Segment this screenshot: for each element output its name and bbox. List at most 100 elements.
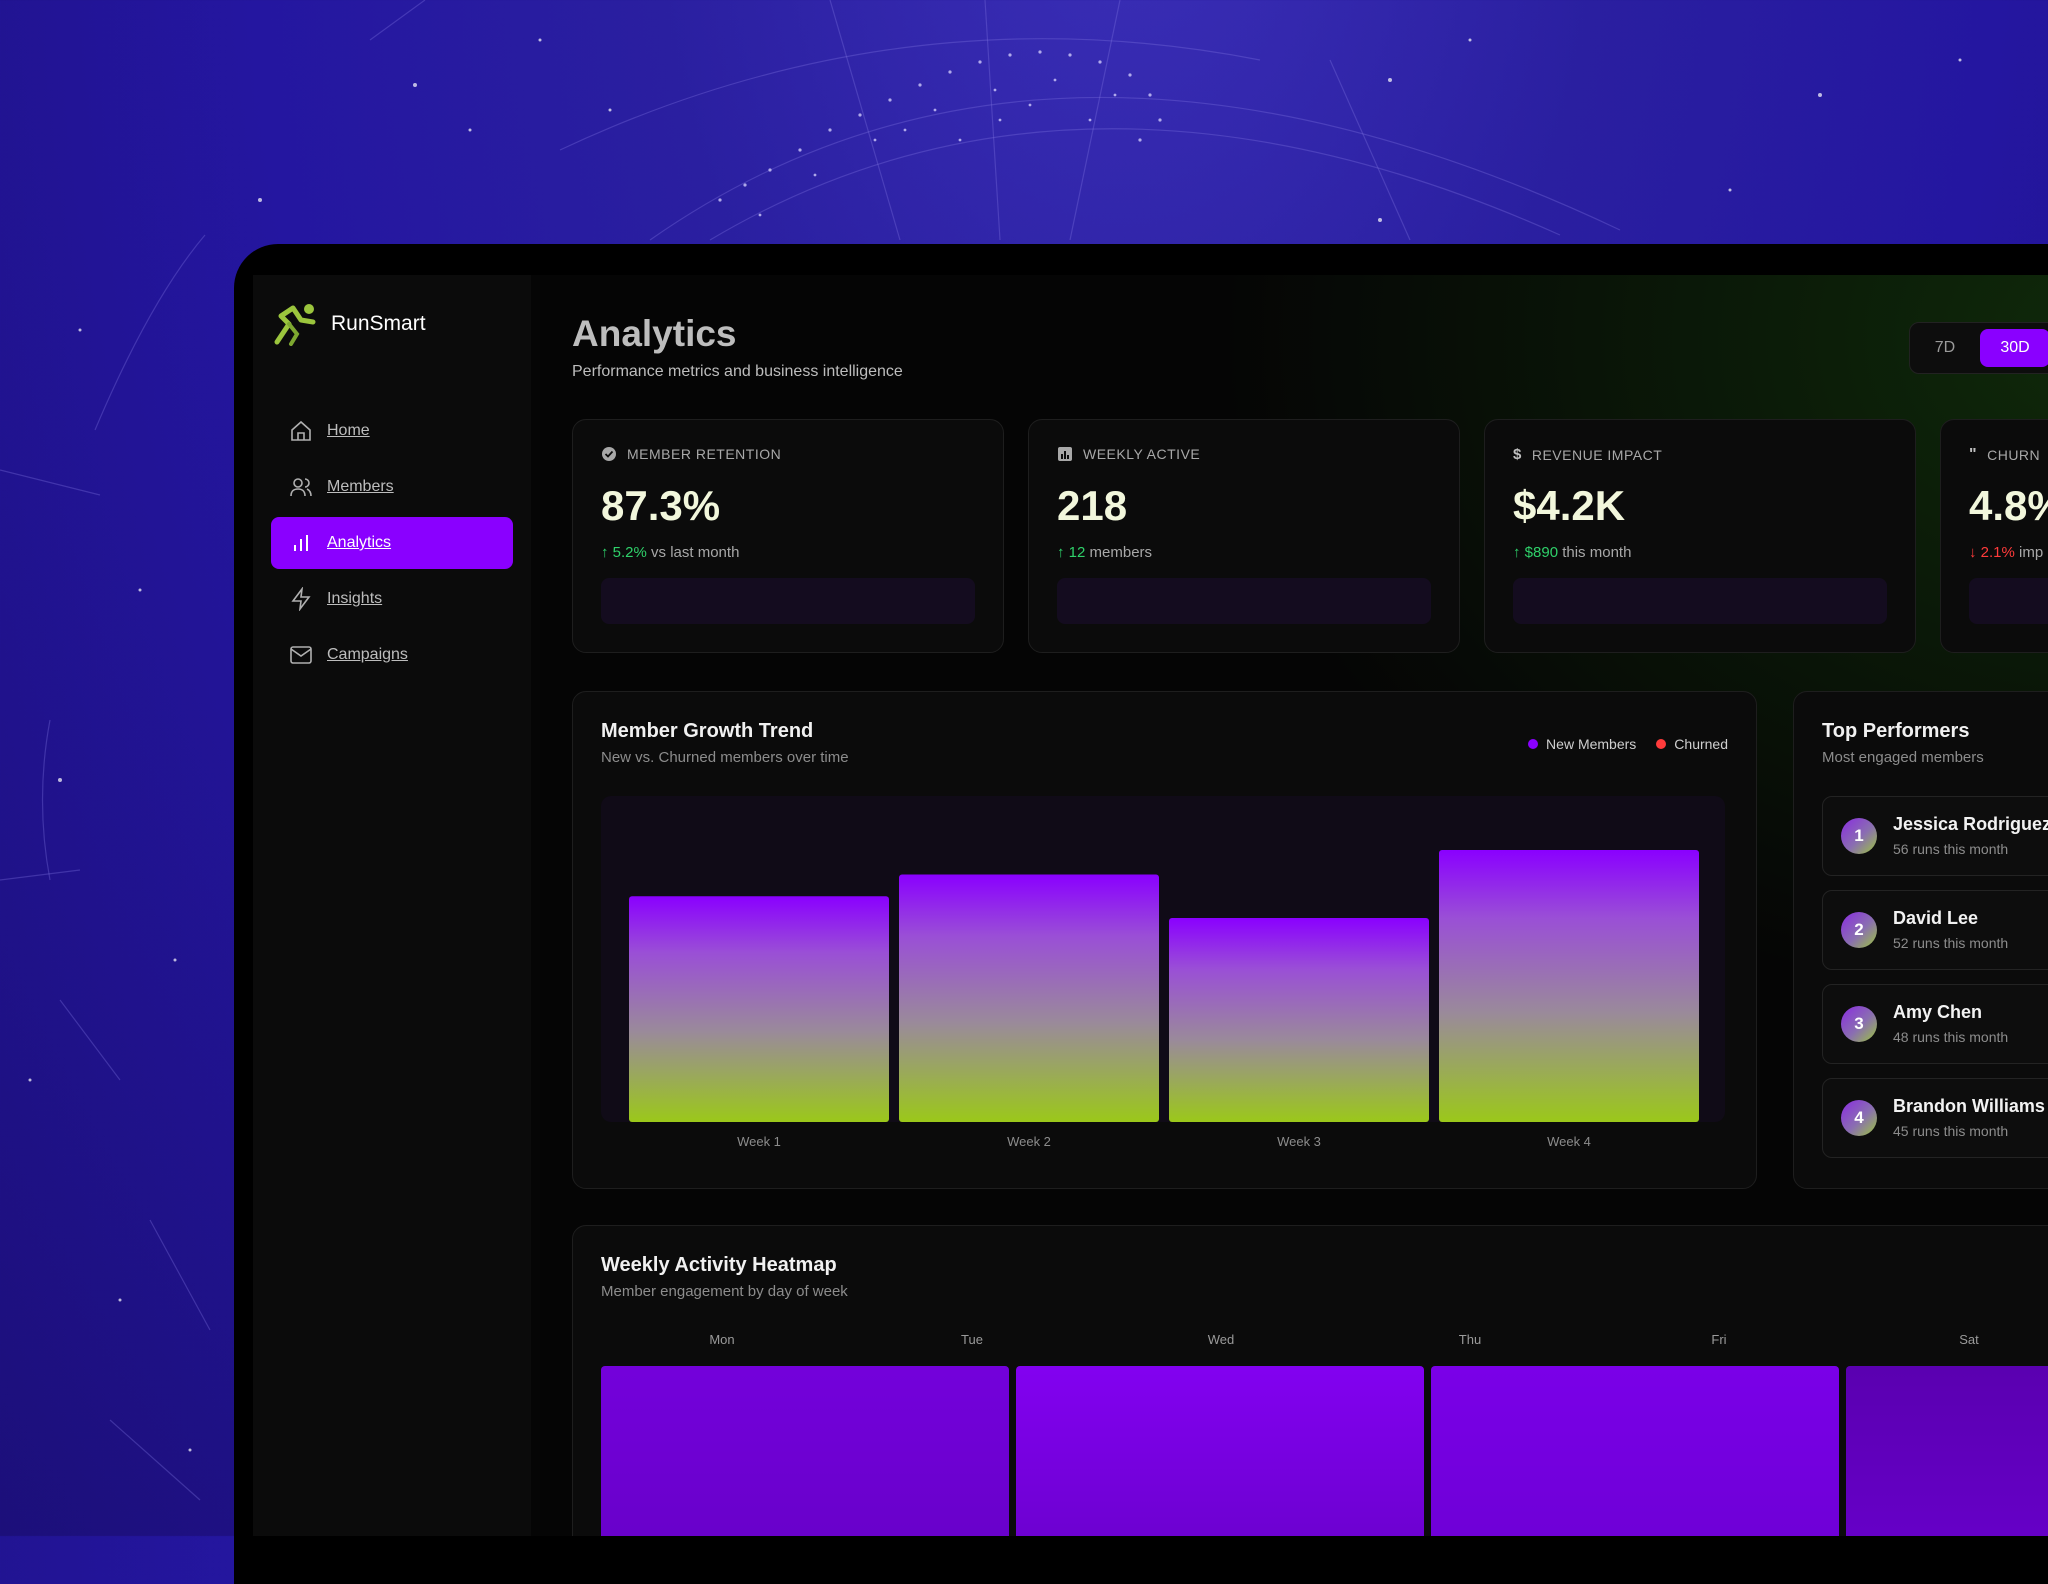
rank-badge: 3 [1841,1006,1877,1042]
performer-name: Amy Chen [1893,1002,1983,1022]
sidebar-item-insights[interactable]: Insights [271,573,513,625]
kpi-card-churn: " CHURN 4.8% ↓ 2.1% imp [1940,419,2048,653]
quote-icon: " [1969,446,1978,463]
chart-square-icon [1058,447,1072,461]
performer-runs: 52 runs this month [1893,935,2009,951]
app-screen: RunSmart Home Members Analytics Insights [253,275,2048,1536]
growth-bar-1[interactable] [629,896,889,1122]
heatmap-cell[interactable] [1431,1366,1839,1536]
day-label: Mon [709,1332,735,1347]
kpi-label: CHURN [1987,447,2041,463]
kpi-label: WEEKLY ACTIVE [1083,446,1201,462]
kpi-label: MEMBER RETENTION [627,446,782,462]
sidebar: RunSmart Home Members Analytics Insights [253,275,532,1536]
kpi-delta-text: this month [1562,544,1632,561]
legend-swatch [1528,739,1539,749]
kpi-card-retention: MEMBER RETENTION 87.3% ↑ 5.2% vs last mo… [572,419,1004,653]
kpi-sparkline-area [1057,578,1431,624]
users-icon [290,478,312,497]
performer-row[interactable]: 3 Amy Chen 48 runs this month [1822,984,2048,1064]
bar-chart-icon [294,535,308,551]
kpi-value: 4.8% [1969,482,2048,529]
performer-name: Brandon Williams [1893,1096,2045,1116]
heatmap-cell[interactable] [601,1366,1009,1536]
sidebar-nav: Home Members Analytics Insights Campaign… [271,405,513,685]
rank-badge: 2 [1841,912,1877,948]
kpi-value: 87.3% [601,482,721,529]
date-range-toggle: 7D 30D [1909,322,2048,374]
sidebar-item-label: Insights [327,590,383,607]
weekly-heatmap-card: Weekly Activity Heatmap Member engagemen… [572,1225,2048,1536]
x-tick-label: Week 3 [1277,1134,1321,1149]
mail-icon [290,646,312,664]
legend-item-new-members[interactable]: New Members [1528,736,1636,752]
legend-item-churned[interactable]: Churned [1656,736,1728,752]
kpi-delta-text: members [1089,544,1153,561]
dollar-icon: $ [1513,446,1522,463]
kpi-delta-arrow: ↑ [1057,544,1065,561]
app-name: RunSmart [331,312,426,335]
kpi-delta-value: 5.2% [612,544,647,561]
brand[interactable]: RunSmart [271,302,426,346]
heatmap-cell[interactable] [1016,1366,1424,1536]
check-circle-icon [602,447,616,461]
kpi-sparkline-area [1969,578,2048,624]
performers-subtitle: Most engaged members [1822,749,1984,766]
top-performers-card: Top Performers Most engaged members 1 Je… [1793,691,2048,1189]
sidebar-item-home[interactable]: Home [271,405,513,457]
sidebar-item-label: Members [327,478,394,495]
range-30d-button[interactable]: 30D [1980,329,2048,367]
rank-badge: 4 [1841,1100,1877,1136]
performers-title: Top Performers [1822,720,1970,742]
growth-bar-2[interactable] [899,874,1159,1122]
kpi-value: $4.2K [1513,482,1626,529]
day-label: Thu [1458,1332,1482,1347]
home-icon [291,420,311,441]
growth-bar-4[interactable] [1439,850,1699,1122]
performer-row[interactable]: 4 Brandon Williams 45 runs this month [1822,1078,2048,1158]
kpi-sparkline-area [1513,578,1887,624]
performer-name: David Lee [1893,908,1979,928]
main-content: Analytics Performance metrics and busine… [531,275,2048,1536]
performer-name: Jessica Rodriguez [1893,814,2048,834]
kpi-delta: ↓ 2.1% imp [1969,544,2043,561]
day-label: Sat [1959,1332,1979,1347]
kpi-value: 218 [1057,482,1128,529]
kpi-delta-text: vs last month [651,544,740,561]
kpi-delta-value: 2.1% [1980,544,2015,561]
legend-swatch [1656,739,1667,749]
heatmap-title: Weekly Activity Heatmap [601,1254,837,1276]
kpi-card-revenue: $ REVENUE IMPACT $4.2K ↑ $890 this month [1484,419,1916,653]
performer-row[interactable]: 1 Jessica Rodriguez 56 runs this month [1822,796,2048,876]
kpi-label-row: WEEKLY ACTIVE [1057,446,1200,462]
range-7d-button[interactable]: 7D [1934,339,1956,356]
sidebar-item-members[interactable]: Members [271,461,513,513]
sidebar-item-label: Home [327,422,370,439]
kpi-delta-arrow: ↑ [1513,544,1521,561]
legend-label: Churned [1674,736,1728,752]
sidebar-item-analytics[interactable]: Analytics [271,517,513,569]
kpi-label: REVENUE IMPACT [1531,446,1663,463]
performer-runs: 45 runs this month [1893,1123,2009,1139]
performer-runs: 48 runs this month [1893,1029,2009,1045]
performer-row[interactable]: 2 David Lee 52 runs this month [1822,890,2048,970]
kpi-delta-value: 12 [1068,544,1086,561]
kpi-delta-arrow: ↓ [1969,544,1977,561]
heatmap-subtitle: Member engagement by day of week [601,1283,848,1300]
runner-logo-icon [274,304,316,346]
sidebar-item-label: Analytics [327,534,392,551]
sidebar-item-label: Campaigns [327,646,408,663]
kpi-label-row: MEMBER RETENTION [601,446,781,462]
lightning-icon [291,587,311,611]
heatmap-day-labels: Mon Tue Wed Thu Fri Sat [601,1332,2048,1352]
growth-bar-3[interactable] [1169,918,1429,1122]
day-label: Fri [1711,1332,1727,1347]
heatmap-cell[interactable] [1846,1366,2048,1536]
kpi-label-row: " CHURN [1969,446,2040,464]
chart-legend: New Members Churned [1528,736,1728,752]
legend-label: New Members [1546,736,1637,752]
sidebar-item-campaigns[interactable]: Campaigns [271,629,513,681]
kpi-delta-value: $890 [1524,544,1559,561]
page-title: Analytics [572,313,737,354]
kpi-card-weekly-active: WEEKLY ACTIVE 218 ↑ 12 members [1028,419,1460,653]
